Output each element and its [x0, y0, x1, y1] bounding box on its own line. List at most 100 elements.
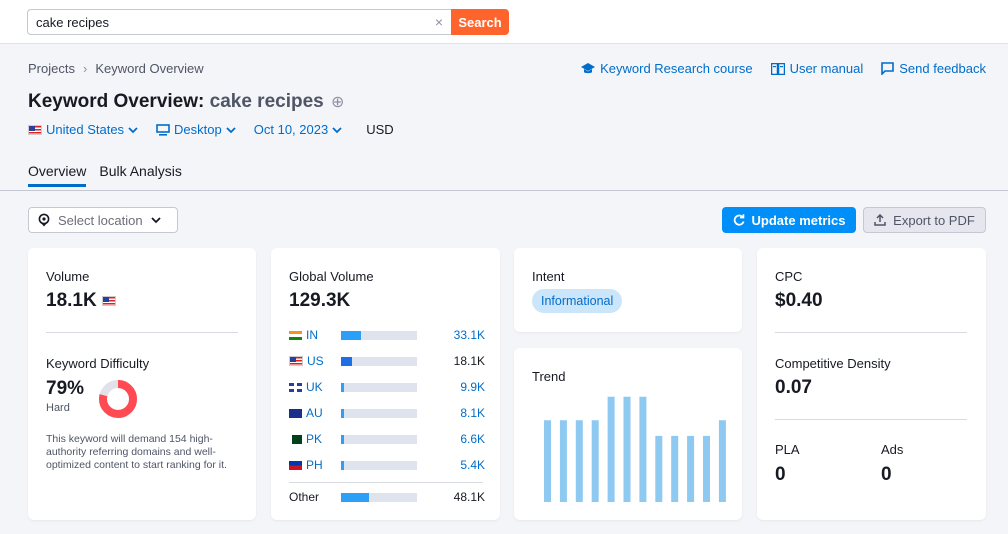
country-link-in[interactable]: IN — [289, 328, 341, 342]
pk-flag-icon — [289, 434, 302, 444]
graduation-cap-icon — [581, 62, 596, 73]
country-row-uk: UK 9.9K — [289, 379, 485, 395]
page-header: Projects › Keyword Overview Keyword Rese… — [0, 45, 1008, 191]
add-keyword-icon[interactable]: ⊕ — [331, 94, 345, 111]
cpc-label: CPC — [775, 269, 803, 284]
other-volume-bar-fill — [341, 492, 369, 502]
clear-search-icon[interactable]: × — [434, 14, 443, 30]
trend-bar — [687, 435, 695, 502]
country-link-au[interactable]: AU — [289, 406, 341, 420]
tab-bulk-analysis[interactable]: Bulk Analysis — [99, 163, 182, 179]
chevron-down-icon — [332, 126, 342, 133]
country-code: US — [307, 354, 324, 368]
tabs: Overview Bulk Analysis — [28, 163, 182, 187]
country-volume-bar — [341, 382, 417, 392]
date-filter[interactable]: Oct 10, 2023 — [254, 122, 342, 137]
trend-bar — [559, 420, 567, 502]
country-volume-bar — [341, 460, 417, 470]
location-pin-icon — [38, 213, 50, 227]
pla-label: PLA — [775, 442, 800, 457]
device-filter-label: Desktop — [174, 122, 222, 137]
page-title: Keyword Overview: cake recipes ⊕ — [28, 91, 344, 113]
breadcrumb-separator: › — [82, 61, 88, 76]
search-input[interactable] — [28, 10, 418, 34]
in-flag-icon — [289, 330, 302, 340]
pla-value: 0 — [775, 464, 786, 485]
kd-value-block: 79% Hard — [46, 378, 84, 414]
country-volume-bar — [341, 434, 417, 444]
country-link-uk[interactable]: UK — [289, 380, 341, 394]
breadcrumb: Projects › Keyword Overview — [28, 61, 204, 76]
upload-icon — [874, 214, 886, 226]
us-flag-icon — [28, 124, 42, 135]
refresh-icon — [733, 214, 744, 226]
country-code: PH — [306, 458, 323, 472]
keyword-research-course-link[interactable]: Keyword Research course — [581, 61, 753, 76]
user-manual-link[interactable]: User manual — [770, 61, 863, 76]
country-link-us[interactable]: US — [289, 354, 341, 368]
country-link-pk[interactable]: PK — [289, 432, 341, 446]
country-volume-value[interactable]: 9.9K — [460, 380, 485, 394]
country-row-us: US 18.1K — [289, 353, 485, 369]
trend-bar — [655, 435, 663, 502]
divider — [775, 419, 967, 420]
keyword-difficulty-value: 79% — [46, 378, 85, 399]
ads-value: 0 — [881, 464, 892, 485]
device-filter[interactable]: Desktop — [156, 122, 236, 137]
country-volume-value[interactable]: 6.6K — [460, 432, 485, 446]
ph-flag-icon — [289, 460, 302, 470]
country-volume-value[interactable]: 8.1K — [460, 406, 485, 420]
intent-badge: Informational — [532, 289, 623, 313]
country-volume-bar-fill — [341, 382, 344, 392]
competitive-density-label: Competitive Density — [775, 356, 891, 371]
divider — [775, 332, 967, 333]
country-row-au: AU 8.1K — [289, 405, 485, 421]
date-filter-label: Oct 10, 2023 — [253, 122, 329, 137]
competitive-density-value: 0.07 — [775, 377, 812, 398]
header-links: Keyword Research course User manual Send… — [581, 61, 986, 76]
keyword-difficulty-description: This keyword will demand 154 high-author… — [46, 433, 227, 471]
country-volume-value[interactable]: 5.4K — [460, 458, 485, 472]
keyword-difficulty-label: Keyword Difficulty — [46, 356, 150, 371]
volume-value-row: 18.1K — [46, 290, 116, 312]
country-volume-bar — [341, 330, 417, 340]
tab-overview[interactable]: Overview — [28, 163, 87, 187]
country-volume-bar-fill — [341, 330, 361, 340]
country-volume-bar-fill — [341, 460, 344, 470]
trend-bar — [591, 420, 599, 502]
trend-bar — [575, 420, 583, 502]
desktop-icon — [156, 123, 170, 136]
chevron-down-icon — [128, 126, 138, 133]
export-pdf-label: Export to PDF — [893, 212, 975, 228]
location-select[interactable]: Select location — [28, 207, 178, 233]
update-metrics-button[interactable]: Update metrics — [722, 207, 856, 233]
keyword-difficulty-level: Hard — [46, 402, 70, 414]
trend-label: Trend — [532, 369, 566, 384]
other-label: Other — [289, 490, 320, 504]
country-filter[interactable]: United States — [28, 122, 138, 137]
send-feedback-link[interactable]: Send feedback — [881, 61, 986, 76]
volume-value: 18.1K — [46, 290, 97, 311]
search-button[interactable]: Search — [451, 9, 509, 35]
trend-bar — [703, 435, 710, 502]
trend-bar — [623, 396, 631, 502]
search-box: × — [27, 9, 451, 35]
top-search-bar: × Search — [0, 0, 1008, 44]
country-row-in: IN 33.1K — [289, 327, 485, 343]
intent-label: Intent — [532, 269, 565, 284]
kd-donut-chart — [99, 380, 137, 418]
au-flag-icon — [289, 408, 302, 418]
trend-bar — [607, 396, 615, 502]
country-code: IN — [306, 328, 318, 342]
filters-row: United States Desktop Oct 10, 2023 USD — [28, 122, 394, 137]
keyword-research-course-label: Keyword Research course — [600, 61, 753, 76]
uk-flag-icon — [289, 382, 302, 392]
trend-bar — [671, 435, 679, 502]
page-title-prefix: Keyword Overview: — [28, 91, 205, 112]
country-volume-value[interactable]: 33.1K — [453, 328, 485, 342]
breadcrumb-projects[interactable]: Projects — [28, 61, 75, 76]
export-pdf-button[interactable]: Export to PDF — [863, 207, 986, 233]
country-link-ph[interactable]: PH — [289, 458, 341, 472]
update-metrics-label: Update metrics — [751, 212, 846, 228]
trend-bar — [639, 396, 647, 502]
